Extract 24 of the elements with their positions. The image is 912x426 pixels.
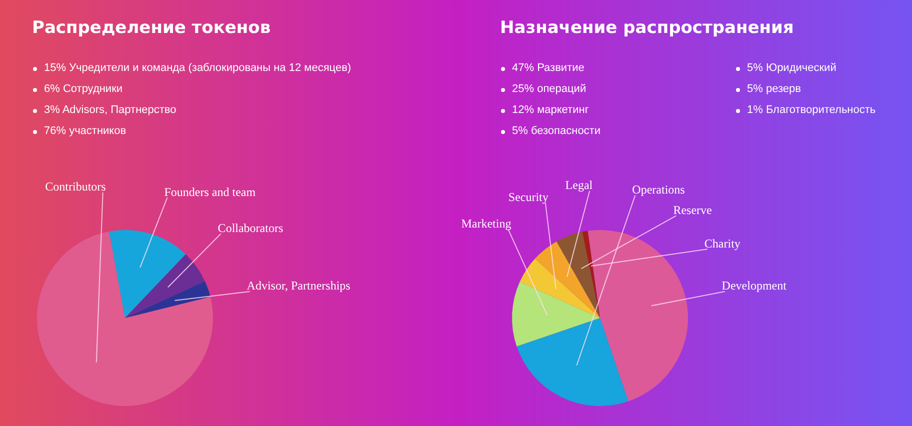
text: 5% Юридический — [747, 62, 836, 74]
text: 1% Благотворительность — [747, 104, 876, 116]
slice-label: Collaborators — [218, 220, 284, 235]
slice-label: Charity — [704, 236, 740, 250]
slice-label: Development — [722, 278, 788, 293]
text: 15% Учредители и команда (заблокированы на 12 месяцев) — [44, 62, 352, 74]
text: 5% резерв — [747, 83, 801, 95]
text: 76% участников — [44, 125, 126, 137]
slice-label: Contributors — [45, 179, 106, 194]
slice-label: Founders and team — [164, 184, 256, 199]
slice-label: Advisor, Partnerships — [246, 278, 351, 293]
text: 3% Advisors, Партнерство — [44, 104, 176, 116]
slice-label: Marketing — [461, 216, 512, 231]
text: 6% Сотрудники — [44, 83, 123, 95]
slice-label: Legal — [565, 178, 594, 192]
chart-title: Назначение распространения — [500, 17, 794, 40]
slice-label: Operations — [632, 182, 686, 196]
chart-title: Распределение токенов — [32, 17, 271, 40]
text: 5% безопасности — [512, 125, 600, 137]
slice-label: Reserve — [673, 202, 712, 217]
text: 25% операций — [512, 83, 586, 95]
text: 47% Развитие — [512, 62, 584, 74]
slice-label: Security — [508, 190, 548, 204]
text: 12% маркетинг — [512, 104, 589, 116]
